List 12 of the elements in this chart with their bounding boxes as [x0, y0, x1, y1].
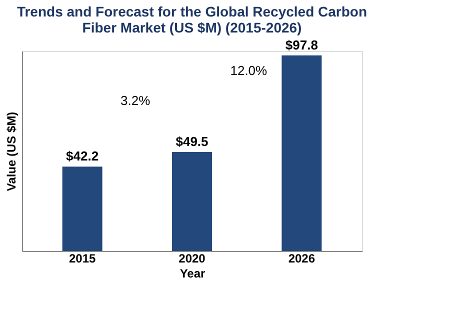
text: Trends and Forecast for the Global Recycled Carbon — [16, 3, 368, 20]
annotation: 12.0% — [230, 63, 268, 78]
x-tick-label: 2026 — [288, 252, 316, 266]
y-axis-title: Value (US $M) — [4, 112, 18, 192]
data-label: $42.2 — [66, 148, 99, 164]
x-tick-label: 2020 — [178, 252, 206, 266]
annotation: 3.2% — [120, 93, 151, 108]
x-tick-label: 2015 — [68, 252, 96, 266]
text: Fiber Market (US $M) (2015-2026) — [82, 19, 302, 36]
data-label: $49.5 — [176, 134, 208, 149]
x-axis-title: Year — [180, 266, 206, 280]
data-label: $97.8 — [285, 37, 318, 52]
